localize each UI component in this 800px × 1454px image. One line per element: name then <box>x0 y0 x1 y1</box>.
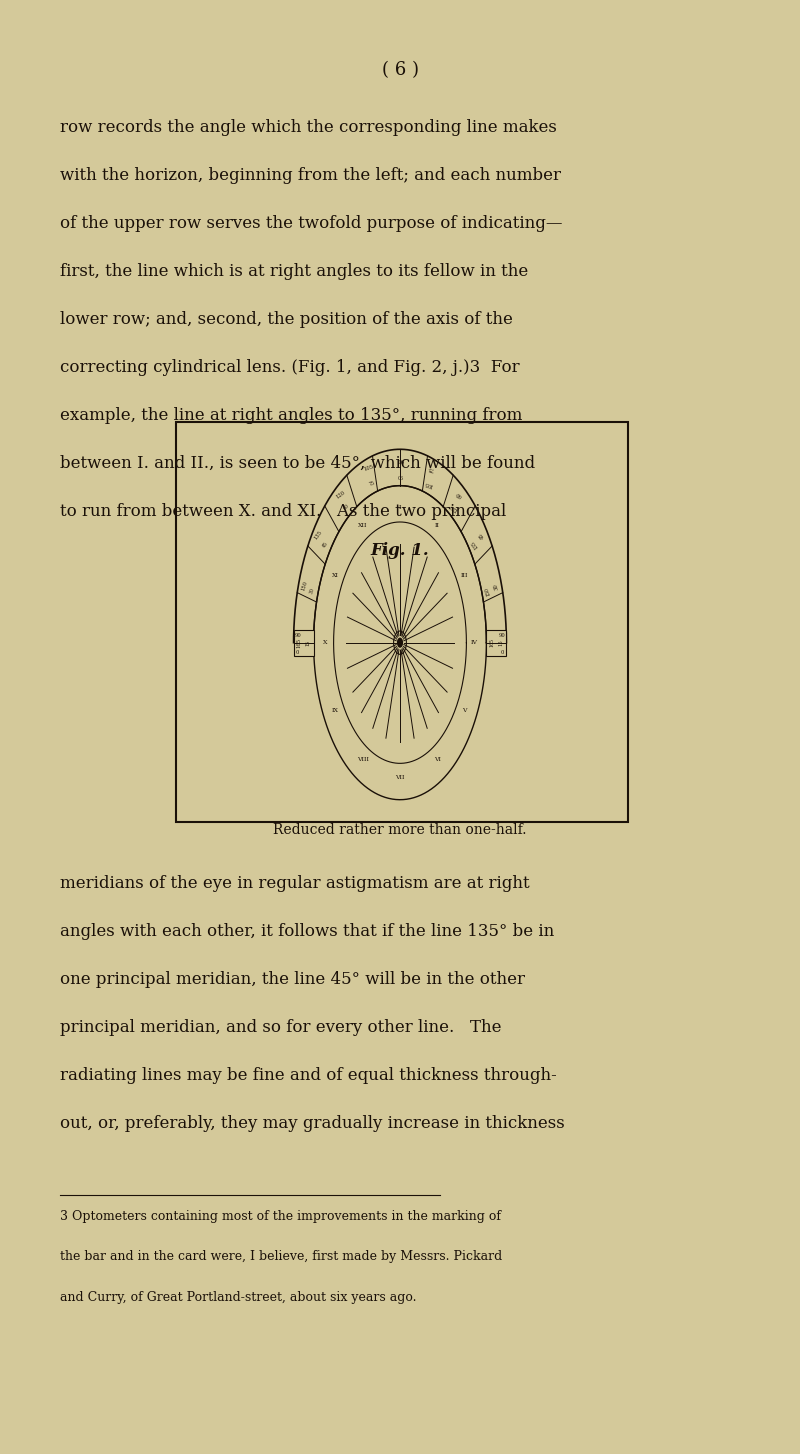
Text: VIII: VIII <box>357 758 369 762</box>
Text: 105: 105 <box>363 464 374 473</box>
Text: 165: 165 <box>297 638 302 647</box>
Text: 150: 150 <box>484 586 491 596</box>
Text: correcting cylindrical lens. (Fig. 1, and Fig. 2, j.)3  For: correcting cylindrical lens. (Fig. 1, an… <box>60 359 520 377</box>
Text: 105: 105 <box>423 480 434 487</box>
Text: the bar and in the card were, I believe, first made by Messrs. Pickard: the bar and in the card were, I believe,… <box>60 1250 502 1264</box>
Text: III: III <box>461 573 468 577</box>
Text: 90: 90 <box>499 632 506 638</box>
Text: 15: 15 <box>498 640 503 646</box>
Text: between I. and II., is seen to be 45°, which will be found: between I. and II., is seen to be 45°, w… <box>60 455 535 473</box>
Text: 90: 90 <box>397 473 403 478</box>
Text: ( 6 ): ( 6 ) <box>382 61 418 79</box>
Text: II: II <box>434 523 440 528</box>
Text: 15: 15 <box>306 640 310 646</box>
Text: 75: 75 <box>368 480 375 487</box>
Text: out, or, preferably, they may gradually increase in thickness: out, or, preferably, they may gradually … <box>60 1115 565 1133</box>
Text: Fig. 1.: Fig. 1. <box>370 542 430 560</box>
Text: of the upper row serves the twofold purpose of indicating—: of the upper row serves the twofold purp… <box>60 215 562 233</box>
Text: radiating lines may be fine and of equal thickness through-: radiating lines may be fine and of equal… <box>60 1067 557 1085</box>
Bar <box>486 630 506 656</box>
Circle shape <box>398 638 402 647</box>
Text: VII: VII <box>395 775 405 781</box>
Text: 0: 0 <box>296 650 299 656</box>
Text: 165: 165 <box>490 638 494 647</box>
Text: 30: 30 <box>309 587 316 595</box>
Text: VI: VI <box>434 758 441 762</box>
Text: lower row; and, second, the position of the axis of the: lower row; and, second, the position of … <box>60 311 513 329</box>
Text: 30: 30 <box>493 582 499 590</box>
Text: row records the angle which the corresponding line makes: row records the angle which the correspo… <box>60 119 557 137</box>
Text: principal meridian, and so for every other line.   The: principal meridian, and so for every oth… <box>60 1019 502 1037</box>
Text: XII: XII <box>358 523 367 528</box>
Text: with the horizon, beginning from the left; and each number: with the horizon, beginning from the lef… <box>60 167 561 185</box>
FancyBboxPatch shape <box>176 422 628 822</box>
Text: first, the line which is at right angles to its fellow in the: first, the line which is at right angles… <box>60 263 528 281</box>
Text: 75: 75 <box>427 465 435 473</box>
Text: 90: 90 <box>397 457 403 462</box>
Text: 135: 135 <box>470 539 479 550</box>
Text: meridians of the eye in regular astigmatism are at right: meridians of the eye in regular astigmat… <box>60 875 530 893</box>
Text: XI: XI <box>332 573 339 577</box>
Text: X: X <box>323 640 328 646</box>
Text: 120: 120 <box>449 503 459 512</box>
Text: Reduced rather more than one-half.: Reduced rather more than one-half. <box>274 823 526 838</box>
Text: 135: 135 <box>314 529 323 541</box>
Text: 60: 60 <box>342 503 350 512</box>
Text: 3 Optometers containing most of the improvements in the marking of: 3 Optometers containing most of the impr… <box>60 1210 501 1223</box>
Text: one principal meridian, the line 45° will be in the other: one principal meridian, the line 45° wil… <box>60 971 525 989</box>
Text: 60: 60 <box>455 490 463 499</box>
Text: IV: IV <box>471 640 478 646</box>
Text: 120: 120 <box>335 490 346 500</box>
Bar <box>294 630 314 656</box>
Text: example, the line at right angles to 135°, running from: example, the line at right angles to 135… <box>60 407 522 425</box>
Text: and Curry, of Great Portland-street, about six years ago.: and Curry, of Great Portland-street, abo… <box>60 1291 417 1304</box>
Text: 45: 45 <box>478 531 486 539</box>
Text: 90: 90 <box>294 632 301 638</box>
Text: I: I <box>398 505 402 510</box>
Text: angles with each other, it follows that if the line 135° be in: angles with each other, it follows that … <box>60 923 554 941</box>
Text: 45: 45 <box>322 541 330 548</box>
Text: 150: 150 <box>300 580 308 592</box>
Text: to run from between X. and XI.   As the two principal: to run from between X. and XI. As the tw… <box>60 503 506 521</box>
Text: V: V <box>462 708 466 712</box>
Text: 0: 0 <box>501 650 504 656</box>
Text: IX: IX <box>332 708 339 712</box>
